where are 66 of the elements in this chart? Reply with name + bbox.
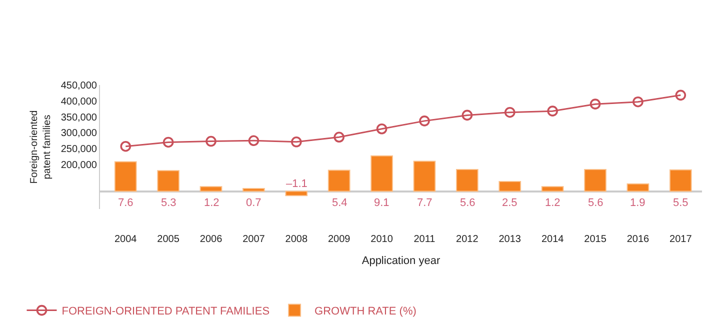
data-label: 5.4 [332, 197, 348, 209]
bar [498, 181, 522, 192]
data-label: 5.5 [673, 197, 688, 209]
point [376, 123, 388, 134]
bar [626, 183, 650, 192]
x-tick-label: 2005 [157, 234, 180, 245]
bar [456, 168, 478, 192]
y-tick-label: 300,000 [60, 128, 98, 140]
point [162, 136, 174, 148]
x-tick-label: 2017 [670, 234, 692, 245]
bar [157, 170, 180, 192]
x-tick-label: 2010 [370, 234, 394, 245]
y-tick-label: 250,000 [60, 144, 98, 156]
y-axis-title: Foreign-oriented patent families [28, 110, 53, 184]
point [675, 90, 686, 101]
point [248, 135, 260, 146]
point [504, 106, 516, 118]
bar [242, 188, 265, 192]
data-label: 5.6 [460, 197, 476, 209]
x-tick-label: 2004 [114, 234, 138, 245]
data-label: –1.1 [286, 178, 308, 190]
point [334, 132, 344, 143]
point [206, 136, 216, 147]
bar [541, 186, 564, 192]
point [590, 98, 601, 110]
bar [200, 186, 222, 192]
x-tick-label: 2014 [541, 234, 564, 245]
y-tick-label: 350,000 [60, 112, 98, 124]
point [291, 136, 302, 148]
data-label: 9.1 [374, 197, 390, 209]
point [632, 96, 644, 108]
x-tick-label: 2011 [414, 234, 436, 245]
data-label: 1.2 [204, 197, 220, 209]
x-tick-label: 2006 [200, 234, 223, 245]
x-axis-title: Application year [362, 255, 440, 268]
data-label: 5.6 [588, 197, 604, 209]
x-tick-label: 2012 [456, 234, 479, 245]
point [120, 140, 132, 152]
bar [285, 190, 308, 196]
data-label: 7.7 [417, 197, 432, 209]
bar [584, 168, 606, 192]
data-label: 1.9 [630, 197, 646, 209]
x-tick-label: 2009 [328, 234, 351, 245]
bar [328, 170, 350, 192]
data-label: 1.2 [545, 197, 560, 209]
y-tick-label: 450,000 [60, 80, 98, 92]
y-tick-label: 200,000 [60, 160, 98, 171]
x-tick-label: 2015 [584, 234, 607, 245]
x-tick-label: 2016 [626, 234, 650, 245]
bar [669, 169, 692, 192]
x-tick-label: 2007 [242, 234, 266, 245]
data-label: 2.5 [502, 197, 518, 209]
point [462, 110, 473, 121]
x-tick-label: 2008 [285, 234, 308, 245]
bar [370, 155, 393, 192]
x-tick-label: 2013 [498, 234, 522, 245]
data-label: 0.7 [246, 197, 262, 209]
data-label: 7.6 [118, 197, 134, 209]
point [547, 106, 558, 116]
legend-label: FOREIGN-ORIENTED PATENT FAMILIES [62, 306, 270, 318]
bar [413, 160, 436, 192]
point [419, 116, 430, 126]
y-tick-label: 400,000 [60, 96, 98, 108]
data-label: 5.3 [161, 197, 176, 209]
bar [114, 161, 137, 192]
legend-label: GROWTH RATE (%) [314, 306, 416, 318]
